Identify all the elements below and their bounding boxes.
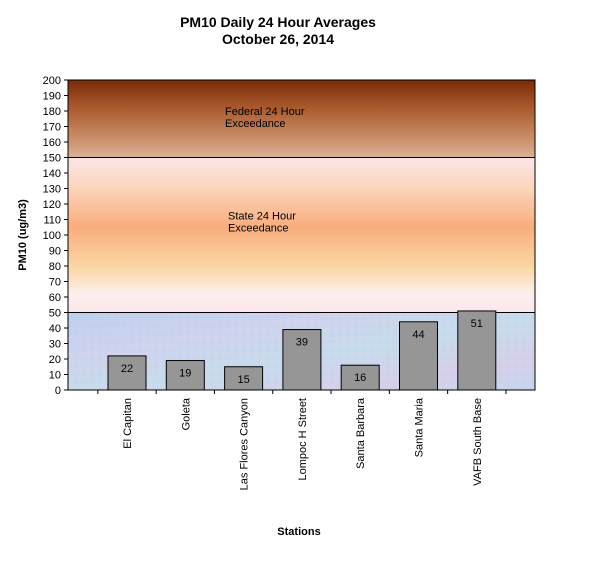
y-tick-label: 200 xyxy=(43,75,61,87)
x-tick-label: Lompoc H Street xyxy=(297,398,309,481)
band-label-federal: Federal 24 Hour xyxy=(225,106,305,118)
y-tick-label: 60 xyxy=(49,292,61,304)
chart-title: PM10 Daily 24 Hour Averages xyxy=(180,14,376,30)
bar xyxy=(399,321,438,391)
bar-value-label: 19 xyxy=(179,368,191,380)
chart-subtitle: October 26, 2014 xyxy=(221,31,335,47)
y-tick-label: 30 xyxy=(49,339,61,351)
band-label-federal: Exceedance xyxy=(225,118,286,130)
bar-value-label: 44 xyxy=(412,329,424,341)
y-tick-label: 10 xyxy=(49,370,61,382)
x-tick-label: El Capitan xyxy=(122,398,134,449)
y-tick-label: 110 xyxy=(43,215,61,227)
bar xyxy=(282,329,322,391)
bar-value-label: 15 xyxy=(237,374,249,386)
bar-value-label: 16 xyxy=(354,372,366,384)
bar-value-label: 51 xyxy=(471,318,483,330)
bars xyxy=(107,310,497,391)
x-tick-label: Santa Maria xyxy=(414,397,426,457)
y-tick-label: 20 xyxy=(49,354,61,366)
bar xyxy=(457,310,497,391)
band-state-exceedance xyxy=(68,157,535,313)
y-tick-label: 150 xyxy=(43,153,61,165)
y-axis-label: PM10 (ug/m3) xyxy=(17,199,29,271)
y-tick-label: 80 xyxy=(49,261,61,273)
y-tick-label: 120 xyxy=(43,199,61,211)
x-axis-label: Stations xyxy=(277,526,320,538)
bar xyxy=(340,364,380,391)
bar xyxy=(224,366,264,391)
chart-title-block: PM10 Daily 24 Hour Averages October 26, … xyxy=(0,14,556,48)
band-federal-exceedance xyxy=(68,80,535,158)
bar-value-label: 39 xyxy=(296,337,308,349)
x-tick-label: Goleta xyxy=(180,397,192,430)
y-tick-label: 190 xyxy=(43,91,61,103)
y-tick-label: 40 xyxy=(49,323,61,335)
y-tick-label: 0 xyxy=(55,385,61,397)
y-tick-label: 160 xyxy=(43,137,61,149)
band-label-state: State 24 Hour xyxy=(228,211,296,223)
x-tick-label: VAFB South Base xyxy=(472,398,484,486)
axes: 0 10 20 30 40 50 60 70 80 90 100 110 120 130 140 150 160… xyxy=(43,75,536,397)
bar xyxy=(165,360,205,391)
y-tick-label: 90 xyxy=(49,246,61,258)
y-tick-label: 130 xyxy=(43,184,61,196)
y-tick-label: 170 xyxy=(43,122,61,134)
y-tick-label: 70 xyxy=(49,277,61,289)
bar xyxy=(107,355,147,391)
bar-value-label: 22 xyxy=(121,363,133,375)
y-tick-label: 180 xyxy=(43,106,61,118)
y-tick-label: 100 xyxy=(43,230,61,242)
band-label-state: Exceedance xyxy=(228,223,289,235)
y-tick-label: 50 xyxy=(49,308,61,320)
y-tick-label: 140 xyxy=(43,168,61,180)
x-tick-label: Las Flores Canyon xyxy=(239,398,251,490)
x-tick-label: Santa Barbara xyxy=(355,397,367,469)
